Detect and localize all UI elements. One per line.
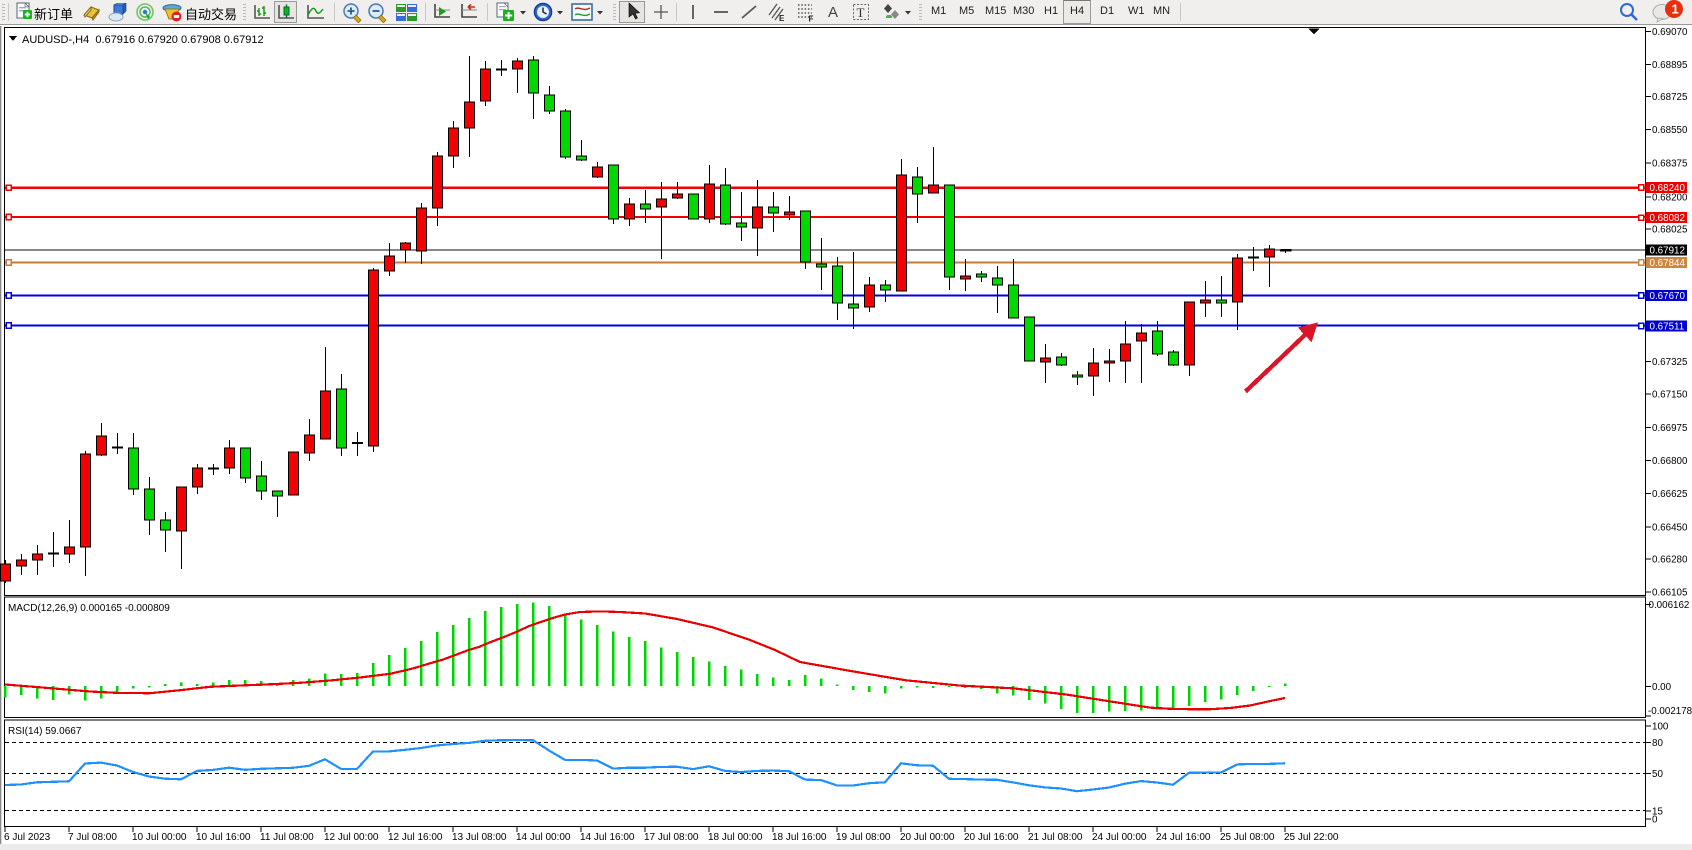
svg-text:0.66975: 0.66975 bbox=[1652, 423, 1688, 434]
svg-text:10 Jul 00:00: 10 Jul 00:00 bbox=[132, 832, 187, 843]
svg-text:12 Jul 00:00: 12 Jul 00:00 bbox=[324, 832, 379, 843]
svg-text:0.68725: 0.68725 bbox=[1652, 92, 1688, 103]
svg-text:25 Jul 22:00: 25 Jul 22:00 bbox=[1284, 832, 1339, 843]
svg-text:7 Jul 08:00: 7 Jul 08:00 bbox=[68, 832, 117, 843]
svg-text:E: E bbox=[779, 14, 785, 22]
svg-text:0.68200: 0.68200 bbox=[1652, 193, 1688, 204]
svg-text:0.67511: 0.67511 bbox=[1650, 321, 1685, 332]
svg-text:100: 100 bbox=[1652, 722, 1669, 733]
svg-text:10 Jul 16:00: 10 Jul 16:00 bbox=[196, 832, 251, 843]
svg-text:MACD(12,26,9) 0.000165 -0.0008: MACD(12,26,9) 0.000165 -0.000809 bbox=[8, 603, 170, 614]
svg-text:0.68375: 0.68375 bbox=[1652, 158, 1688, 169]
svg-text:F: F bbox=[809, 15, 814, 23]
svg-text:25 Jul 08:00: 25 Jul 08:00 bbox=[1220, 832, 1275, 843]
svg-text:12 Jul 16:00: 12 Jul 16:00 bbox=[388, 832, 443, 843]
svg-text:0.66800: 0.66800 bbox=[1652, 456, 1688, 467]
svg-text:0.67670: 0.67670 bbox=[1650, 291, 1686, 302]
svg-text:24 Jul 00:00: 24 Jul 00:00 bbox=[1092, 832, 1147, 843]
svg-text:-0.002178: -0.002178 bbox=[1648, 706, 1692, 717]
svg-text:11 Jul 08:00: 11 Jul 08:00 bbox=[260, 832, 314, 843]
svg-text:14 Jul 00:00: 14 Jul 00:00 bbox=[516, 832, 571, 843]
svg-text:1: 1 bbox=[1672, 2, 1679, 17]
svg-text:0.67325: 0.67325 bbox=[1652, 357, 1688, 368]
svg-text:20 Jul 00:00: 20 Jul 00:00 bbox=[900, 832, 955, 843]
svg-text:0.68895: 0.68895 bbox=[1652, 60, 1688, 71]
svg-text:0.67844: 0.67844 bbox=[1650, 258, 1686, 269]
svg-text:0.68025: 0.68025 bbox=[1652, 224, 1688, 235]
svg-text:0.66105: 0.66105 bbox=[1652, 588, 1688, 599]
svg-text:A: A bbox=[828, 4, 838, 21]
svg-text:15: 15 bbox=[1652, 806, 1663, 817]
svg-text:AUDUSD-,H4 0.67916 0.67920 0.: AUDUSD-,H4 0.67916 0.67920 0.67908 0.679… bbox=[22, 34, 264, 46]
svg-text:0.68082: 0.68082 bbox=[1650, 213, 1685, 224]
svg-text:24 Jul 16:00: 24 Jul 16:00 bbox=[1156, 832, 1211, 843]
svg-text:0.67150: 0.67150 bbox=[1652, 390, 1688, 401]
svg-text:0.00: 0.00 bbox=[1652, 682, 1672, 693]
svg-text:13 Jul 08:00: 13 Jul 08:00 bbox=[452, 832, 507, 843]
svg-text:0.006162: 0.006162 bbox=[1649, 600, 1690, 611]
svg-text:19 Jul 08:00: 19 Jul 08:00 bbox=[836, 832, 891, 843]
svg-text:18 Jul 00:00: 18 Jul 00:00 bbox=[708, 832, 763, 843]
svg-text:T: T bbox=[857, 5, 865, 20]
svg-text:21 Jul 08:00: 21 Jul 08:00 bbox=[1028, 832, 1083, 843]
svg-text:80: 80 bbox=[1652, 738, 1663, 749]
svg-text:18 Jul 16:00: 18 Jul 16:00 bbox=[772, 832, 827, 843]
svg-text:50: 50 bbox=[1652, 769, 1663, 780]
svg-text:20 Jul 16:00: 20 Jul 16:00 bbox=[964, 832, 1019, 843]
svg-text:0.68240: 0.68240 bbox=[1650, 183, 1686, 194]
svg-text:RSI(14) 59.0667: RSI(14) 59.0667 bbox=[8, 726, 82, 737]
svg-text:0.69070: 0.69070 bbox=[1652, 27, 1688, 38]
svg-text:17 Jul 08:00: 17 Jul 08:00 bbox=[644, 832, 699, 843]
svg-text:0.67912: 0.67912 bbox=[1650, 246, 1685, 257]
svg-text:0.66280: 0.66280 bbox=[1652, 554, 1688, 565]
svg-text:0.66625: 0.66625 bbox=[1652, 489, 1688, 500]
svg-text:0.66450: 0.66450 bbox=[1652, 522, 1688, 533]
svg-text:14 Jul 16:00: 14 Jul 16:00 bbox=[580, 832, 635, 843]
svg-text:0: 0 bbox=[1652, 814, 1658, 825]
svg-text:6 Jul 2023: 6 Jul 2023 bbox=[4, 832, 51, 843]
svg-text:0.68550: 0.68550 bbox=[1652, 125, 1688, 136]
